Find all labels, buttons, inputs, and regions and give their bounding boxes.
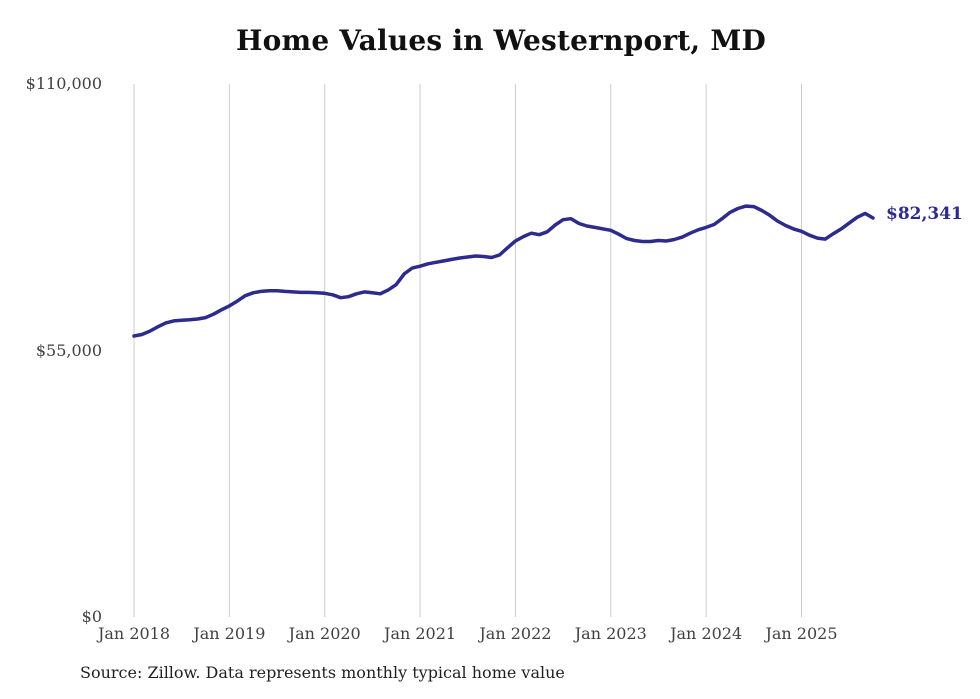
home-value-line	[132, 204, 875, 338]
x-tick-jan-2024: Jan 2024	[670, 624, 743, 643]
x-tick-jan-2019: Jan 2019	[193, 624, 266, 643]
x-tick-jan-2025: Jan 2025	[765, 624, 838, 643]
latest-value-label: $82,341	[886, 204, 963, 225]
y-tick-55000: $55,000	[35, 340, 102, 360]
y-tick-110000: $110,000	[25, 74, 102, 93]
x-tick-jan-2021: Jan 2021	[384, 624, 457, 643]
x-tick-jan-2022: Jan 2022	[479, 624, 552, 643]
x-tick-jan-2020: Jan 2020	[288, 624, 361, 643]
x-tick-jan-2018: Jan 2018	[97, 624, 171, 643]
x-tick-jan-2023: Jan 2023	[574, 624, 647, 643]
source-note: Source: Zillow. Data represents monthly …	[80, 663, 565, 682]
y-tick-0: $0	[81, 607, 102, 626]
chart-title: Home Values in Westernport, MD	[236, 24, 766, 57]
